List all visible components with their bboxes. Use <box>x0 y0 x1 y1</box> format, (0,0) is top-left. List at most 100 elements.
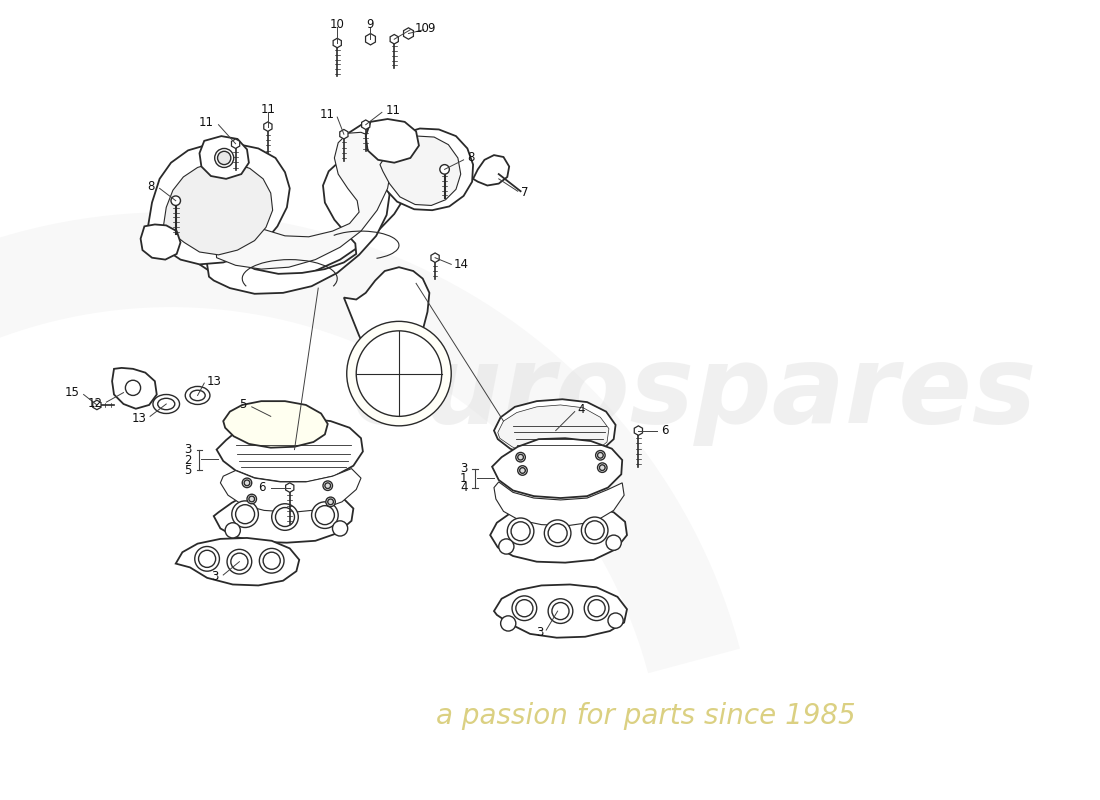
Polygon shape <box>286 483 294 492</box>
Polygon shape <box>498 405 609 458</box>
Polygon shape <box>492 438 623 498</box>
Polygon shape <box>404 28 414 39</box>
Circle shape <box>226 522 240 538</box>
Circle shape <box>323 481 332 490</box>
Polygon shape <box>264 122 272 131</box>
Circle shape <box>235 505 254 524</box>
Text: 11: 11 <box>199 116 213 130</box>
Polygon shape <box>213 490 353 542</box>
Circle shape <box>227 550 252 574</box>
Text: 9: 9 <box>428 22 435 35</box>
Circle shape <box>516 453 526 462</box>
Polygon shape <box>635 426 642 435</box>
Polygon shape <box>217 418 363 482</box>
Circle shape <box>242 478 252 487</box>
Polygon shape <box>214 132 392 269</box>
Circle shape <box>232 501 258 527</box>
Circle shape <box>125 380 141 395</box>
Circle shape <box>311 502 338 529</box>
Polygon shape <box>92 400 101 410</box>
Text: 5: 5 <box>185 464 191 477</box>
Ellipse shape <box>157 398 175 410</box>
Text: 1: 1 <box>460 471 467 485</box>
Circle shape <box>507 518 534 545</box>
Polygon shape <box>220 469 361 512</box>
Circle shape <box>518 454 524 460</box>
Polygon shape <box>147 144 289 264</box>
Polygon shape <box>362 120 370 130</box>
Text: 11: 11 <box>386 104 400 117</box>
Circle shape <box>272 504 298 530</box>
Circle shape <box>326 497 336 506</box>
Circle shape <box>584 596 609 621</box>
Polygon shape <box>494 482 624 526</box>
Circle shape <box>170 196 180 206</box>
Circle shape <box>440 165 449 174</box>
Polygon shape <box>491 504 627 562</box>
Circle shape <box>544 520 571 546</box>
Text: 4: 4 <box>460 481 467 494</box>
Polygon shape <box>333 38 341 48</box>
Polygon shape <box>371 129 473 210</box>
Polygon shape <box>344 267 429 383</box>
Text: 3: 3 <box>536 626 543 639</box>
Polygon shape <box>176 538 299 586</box>
Circle shape <box>328 499 333 505</box>
Text: 15: 15 <box>65 386 80 399</box>
Circle shape <box>324 483 331 489</box>
Circle shape <box>552 602 569 620</box>
Text: eurospares: eurospares <box>351 339 1036 446</box>
Circle shape <box>275 507 295 526</box>
Circle shape <box>512 596 537 621</box>
Circle shape <box>516 600 532 617</box>
Text: a passion for parts since 1985: a passion for parts since 1985 <box>437 702 856 730</box>
Polygon shape <box>199 136 249 179</box>
Text: 11: 11 <box>319 108 334 121</box>
Text: 6: 6 <box>661 424 669 437</box>
Ellipse shape <box>190 390 206 401</box>
Polygon shape <box>231 139 240 149</box>
Polygon shape <box>199 123 416 281</box>
Circle shape <box>249 496 254 502</box>
Text: 7: 7 <box>520 186 528 198</box>
Polygon shape <box>164 162 273 255</box>
Text: 3: 3 <box>460 462 467 475</box>
Text: 6: 6 <box>258 481 266 494</box>
Circle shape <box>582 517 608 544</box>
Circle shape <box>585 521 604 540</box>
Circle shape <box>231 553 248 570</box>
Circle shape <box>498 539 514 554</box>
Polygon shape <box>473 155 509 186</box>
Text: 3: 3 <box>185 443 191 456</box>
Circle shape <box>195 546 219 571</box>
Text: 9: 9 <box>366 18 374 31</box>
Circle shape <box>260 548 284 573</box>
Circle shape <box>512 522 530 541</box>
Polygon shape <box>390 34 398 44</box>
Text: 8: 8 <box>147 180 155 193</box>
Polygon shape <box>494 585 627 638</box>
Circle shape <box>608 613 624 628</box>
Polygon shape <box>365 119 419 162</box>
Circle shape <box>606 535 621 550</box>
Circle shape <box>332 521 348 536</box>
Circle shape <box>548 598 573 623</box>
Text: 13: 13 <box>131 412 146 425</box>
Circle shape <box>500 616 516 631</box>
Ellipse shape <box>185 386 210 405</box>
Polygon shape <box>365 34 375 45</box>
Polygon shape <box>112 368 156 409</box>
Circle shape <box>518 466 527 475</box>
Text: 8: 8 <box>468 151 475 165</box>
Circle shape <box>218 151 231 165</box>
Circle shape <box>595 450 605 460</box>
Polygon shape <box>141 225 180 260</box>
Circle shape <box>346 322 451 426</box>
Circle shape <box>356 331 442 416</box>
Text: 14: 14 <box>454 258 469 271</box>
Polygon shape <box>379 136 461 206</box>
Ellipse shape <box>153 394 179 414</box>
Text: 12: 12 <box>88 398 102 410</box>
Text: 10: 10 <box>415 22 429 35</box>
Polygon shape <box>0 212 740 674</box>
